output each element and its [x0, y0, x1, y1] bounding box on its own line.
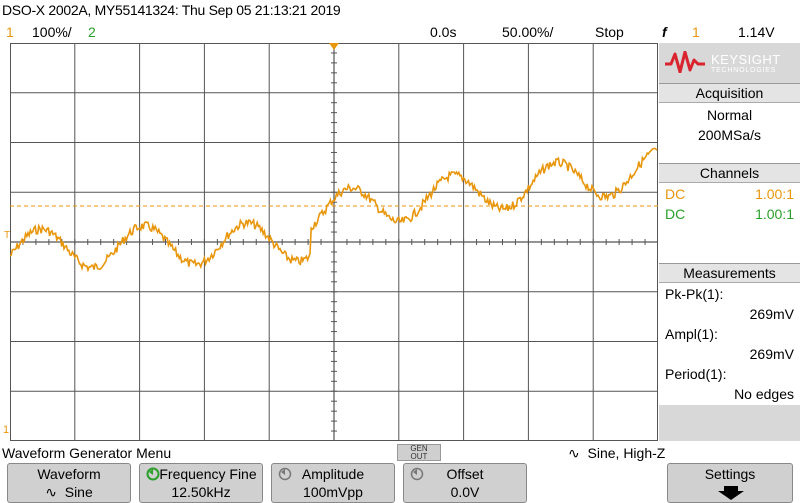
measurements-panel[interactable]: Measurements Pk-Pk(1): 269mV Ampl(1): 26… — [659, 263, 800, 405]
gen-out-line2: OUT — [410, 452, 428, 461]
offset-softkey[interactable]: Offset 0.0V — [403, 463, 527, 503]
amplitude-softkey[interactable]: Amplitude 100mVpp — [271, 463, 395, 503]
entry-knob-icon — [410, 467, 424, 481]
waveform-info: ∿ Sine, High-Z — [568, 444, 665, 462]
waveform-display[interactable] — [10, 43, 658, 441]
settings-softkey[interactable]: Settings — [667, 463, 793, 503]
ch1-probe-ratio: 1.00:1 — [755, 186, 794, 202]
channels-panel[interactable]: Channels DC 1.00:1 DC 1.00:1 — [659, 163, 800, 263]
ground-marker: 1 — [3, 424, 10, 436]
ch1-waveform-trace — [10, 147, 658, 273]
acquisition-title: Acquisition — [659, 84, 800, 103]
submenu-arrow-icon — [718, 486, 744, 500]
meas-label-period: Period(1): — [665, 366, 727, 382]
waveform-info-text: Sine, High-Z — [587, 445, 666, 461]
brand-sub: TECHNOLOGIES — [711, 67, 777, 74]
meas-label-pkpk: Pk-Pk(1): — [665, 286, 724, 302]
offset-title: Offset — [446, 466, 484, 482]
ch1-scale: 100%/ — [32, 24, 72, 40]
meas-value-period: No edges — [734, 386, 794, 402]
meas-value-pkpk: 269mV — [749, 306, 794, 322]
trigger-source: 1 — [692, 24, 700, 40]
side-panel: KEYSIGHT TECHNOLOGIES Acquisition Normal… — [659, 43, 800, 441]
meas-value-ampl: 269mV — [749, 346, 794, 362]
entry-knob-icon — [278, 467, 292, 481]
frequency-fine-title: Frequency Fine — [159, 466, 257, 482]
instrument-title: DSO-X 2002A, MY55141324: Thu Sep 05 21:1… — [2, 2, 341, 18]
menu-status-line: Waveform Generator Menu GEN OUT ∿ Sine, … — [0, 443, 800, 463]
trigger-edge-icon: f — [662, 24, 667, 40]
trigger-level: 1.14V — [738, 24, 775, 40]
ch1-coupling: DC — [665, 186, 686, 202]
channel-row-2: DC 1.00:1 — [659, 204, 800, 224]
frequency-fine-softkey[interactable]: Frequency Fine 12.50kHz — [139, 463, 263, 503]
gen-out-line1: GEN — [410, 444, 428, 453]
measurements-title: Measurements — [659, 264, 800, 283]
ch2-probe-ratio: 1.00:1 — [755, 206, 794, 222]
entry-knob-icon — [146, 467, 160, 481]
ch2-coupling: DC — [665, 206, 686, 222]
offset-value: 0.0V — [450, 484, 480, 500]
keysight-wave-icon — [665, 51, 705, 73]
amplitude-title: Amplitude — [301, 466, 365, 482]
trigger-marker: T — [4, 230, 11, 241]
trigger-position-marker — [329, 43, 339, 50]
gen-out-indicator: GEN OUT — [397, 444, 441, 461]
meas-label-ampl: Ampl(1): — [665, 326, 718, 342]
status-bar: 1 100%/ 2 0.0s 50.00%/ Stop f 1 1.14V — [0, 21, 800, 43]
amplitude-value: 100mVpp — [303, 484, 363, 500]
channels-title: Channels — [659, 164, 800, 183]
run-state: Stop — [595, 24, 624, 40]
time-offset: 0.0s — [430, 24, 457, 40]
settings-title: Settings — [704, 466, 756, 482]
waveform-graticule — [10, 43, 658, 441]
channel-row-1: DC 1.00:1 — [659, 184, 800, 204]
waveform-softkey-title: Waveform — [37, 466, 101, 482]
brand-name: KEYSIGHT — [711, 52, 781, 67]
ch1-label: 1 — [6, 24, 14, 40]
waveform-softkey[interactable]: Waveform ∿ Sine — [7, 463, 131, 503]
sine-wave-icon: ∿ — [568, 445, 580, 461]
frequency-fine-value: 12.50kHz — [171, 484, 231, 500]
keysight-logo: KEYSIGHT TECHNOLOGIES — [659, 43, 800, 83]
softkey-bar: Waveform ∿ Sine Frequency Fine 12.50kHz … — [0, 463, 800, 503]
waveform-softkey-value: ∿ Sine — [45, 484, 93, 500]
menu-title: Waveform Generator Menu — [2, 445, 172, 461]
acquisition-mode: Normal — [706, 107, 753, 123]
time-scale: 50.00%/ — [502, 24, 554, 40]
sine-icon: ∿ — [45, 484, 57, 500]
ch2-label: 2 — [88, 24, 96, 40]
acquisition-rate: 200MSa/s — [697, 127, 762, 143]
